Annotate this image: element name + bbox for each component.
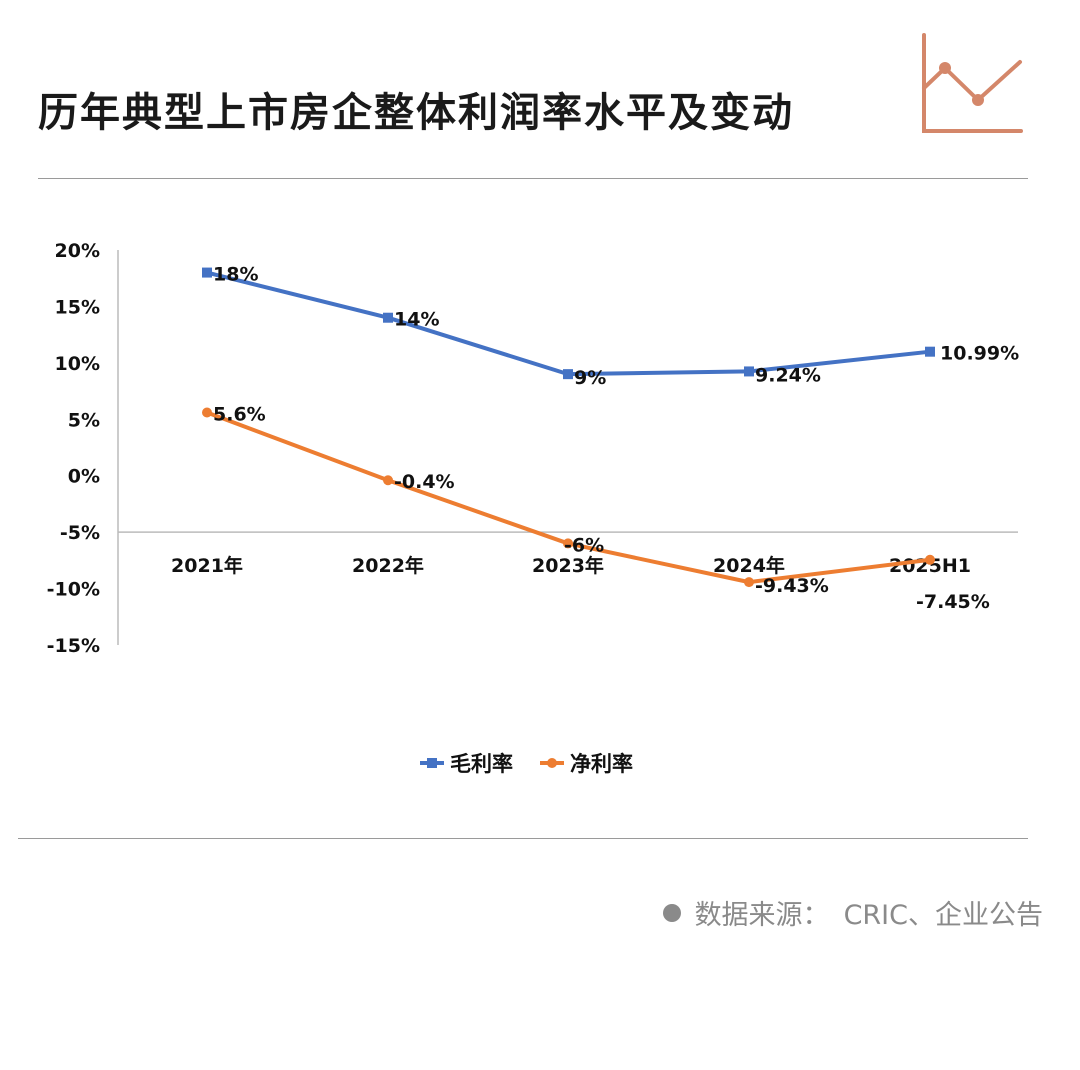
y-tick-label: -10% [47, 579, 100, 601]
y-tick-label: 5% [68, 409, 100, 431]
bullet-icon [662, 903, 681, 922]
legend-marker [547, 758, 557, 768]
line-chart-icon [922, 33, 1023, 133]
y-tick-label: 15% [55, 296, 100, 318]
x-tick-label: 2021年 [171, 554, 243, 577]
data-label: -0.4% [394, 471, 455, 493]
data-point [383, 475, 393, 486]
legend-label: 净利率 [570, 752, 633, 776]
data-point [744, 366, 754, 377]
data-source: 数据来源： CRIC、企业公告 [662, 893, 1043, 932]
data-label: 14% [394, 309, 439, 331]
source-text: CRIC、企业公告 [843, 900, 1043, 931]
bottom-divider [18, 838, 1028, 839]
data-label: 5.6% [213, 404, 266, 426]
data-point [202, 267, 212, 278]
data-point [925, 346, 935, 357]
x-tick-label: 2023年 [532, 554, 604, 577]
y-tick-label: -15% [47, 635, 100, 657]
data-point [563, 369, 573, 380]
x-tick-label: 2024年 [713, 554, 785, 577]
data-point [563, 538, 573, 549]
top-divider [38, 178, 1028, 179]
data-label: -9.43% [755, 575, 829, 597]
data-point [383, 312, 393, 323]
y-tick-label: 10% [55, 353, 100, 375]
legend-marker [427, 758, 437, 768]
data-label: 9.24% [755, 364, 821, 386]
legend-label: 毛利率 [450, 752, 513, 776]
profit-margin-chart: 20% 15% 10% 5% 0% -5% -10% -15% 2021年 2022年 2023年 2… [47, 240, 1020, 776]
x-tick-label: 2022年 [352, 554, 424, 577]
data-point [202, 407, 212, 418]
y-tick-label: 0% [68, 466, 100, 488]
data-label: 18% [213, 264, 258, 286]
source-label: 数据来源： [694, 900, 830, 931]
y-tick-label: -5% [60, 522, 100, 544]
page-title: 历年典型上市房企整体利润率水平及变动 [38, 90, 794, 136]
data-point [925, 554, 935, 565]
data-label: 9% [574, 367, 606, 389]
y-tick-label: 20% [55, 240, 100, 262]
data-label: -7.45% [916, 591, 990, 613]
data-label: -6% [564, 534, 604, 556]
series-line-gross-margin [206, 270, 931, 377]
data-label: 10.99% [940, 343, 1019, 365]
data-point [744, 577, 754, 588]
